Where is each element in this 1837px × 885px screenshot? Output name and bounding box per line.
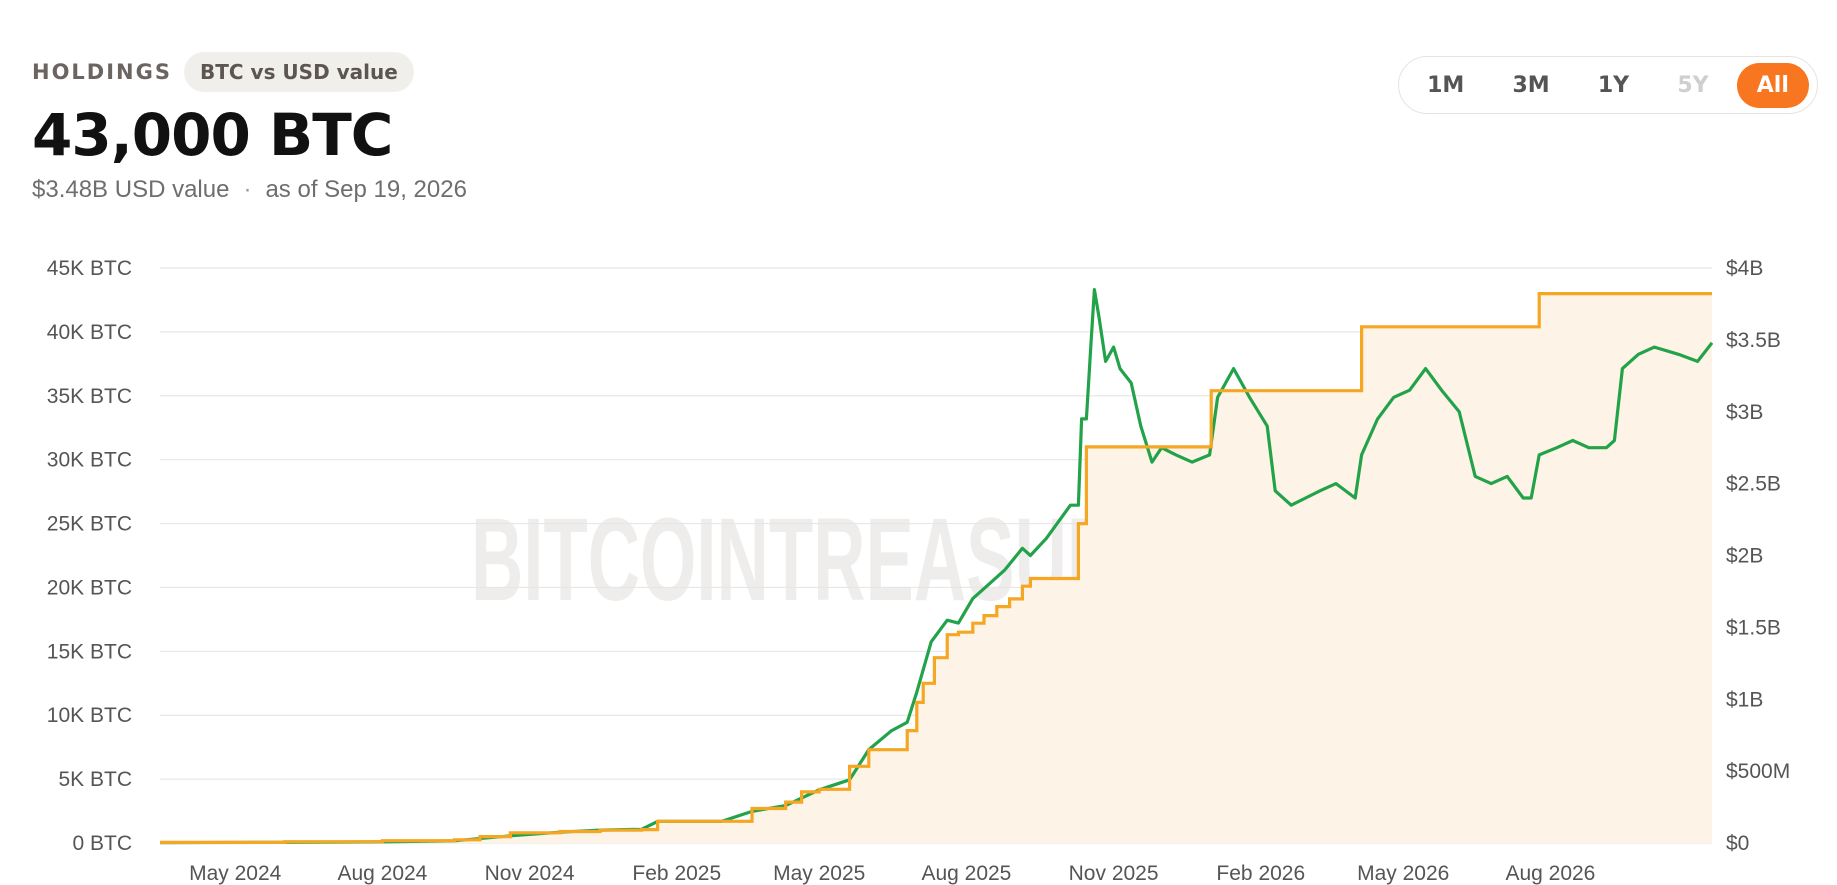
y-right-tick-label: $500M [1726, 760, 1790, 783]
y-right-tick-label: $2B [1726, 545, 1763, 568]
y-left-tick-label: 30K BTC [47, 449, 132, 472]
btc-vs-usd-toggle[interactable]: BTC vs USD value [184, 52, 414, 92]
range-1m-button[interactable]: 1M [1407, 63, 1484, 108]
x-tick-label: Aug 2024 [337, 862, 427, 885]
left-axis-btc: 0 BTC 5K BTC 10K BTC 15K BTC 20K BTC 25K BTC 3… [47, 257, 132, 855]
y-right-tick-label: $3.5B [1726, 329, 1781, 352]
y-left-tick-label: 5K BTC [58, 768, 132, 791]
x-tick-label: May 2025 [773, 862, 865, 885]
holdings-subtitle: $3.48B USD value · as of Sep 19, 2026 [32, 176, 467, 204]
y-left-tick-label: 25K BTC [47, 513, 132, 536]
range-3m-button[interactable]: 3M [1492, 63, 1569, 108]
total-btc-holdings: 43,000 BTC [32, 101, 393, 169]
time-range-selector: 1M 3M 1Y 5Y All [1398, 56, 1818, 114]
y-right-tick-label: $4B [1726, 257, 1763, 280]
y-left-tick-label: 40K BTC [47, 321, 132, 344]
x-tick-label: Feb 2026 [1216, 862, 1305, 885]
holdings-header: HOLDINGS BTC vs USD value 43,000 BTC $3.… [32, 52, 467, 204]
holdings-label: HOLDINGS [32, 60, 172, 84]
y-right-tick-label: $0 [1726, 832, 1749, 855]
y-right-tick-label: $1B [1726, 688, 1763, 711]
x-axis-dates: May 2024 Aug 2024 Nov 2024 Feb 2025 May 2025… [189, 862, 1595, 885]
x-tick-label: Feb 2025 [632, 862, 721, 885]
y-right-tick-label: $1.5B [1726, 616, 1781, 639]
y-left-tick-label: 0 BTC [72, 832, 132, 855]
holdings-label-row: HOLDINGS BTC vs USD value [32, 52, 467, 92]
holdings-area-fill [160, 293, 1712, 844]
x-tick-label: May 2024 [189, 862, 282, 885]
y-left-tick-label: 20K BTC [47, 576, 132, 599]
y-left-tick-label: 35K BTC [47, 385, 132, 408]
y-left-tick-label: 10K BTC [47, 704, 132, 727]
y-right-tick-label: $2.5B [1726, 473, 1781, 496]
range-all-button[interactable]: All [1736, 62, 1809, 108]
as-of-date: as of Sep 19, 2026 [265, 176, 467, 203]
y-left-tick-label: 45K BTC [47, 257, 132, 280]
x-tick-label: Aug 2025 [921, 862, 1011, 885]
holdings-area [160, 293, 1712, 844]
holdings-series [160, 292, 1712, 844]
x-tick-label: Aug 2026 [1505, 862, 1595, 885]
holdings-step-line [160, 292, 1712, 844]
separator-dot: · [243, 176, 252, 203]
range-1y-button[interactable]: 1Y [1578, 63, 1649, 108]
x-tick-label: Nov 2024 [485, 862, 575, 885]
x-tick-label: May 2026 [1357, 862, 1449, 885]
y-right-tick-label: $3B [1726, 401, 1763, 424]
y-left-tick-label: 15K BTC [47, 640, 132, 663]
usd-value-text: $3.48B USD value [32, 176, 230, 203]
x-tick-label: Nov 2025 [1069, 862, 1159, 885]
right-axis-usd: $0 $500M $1B $1.5B $2B $2.5B $3B $3.5B $4B [1726, 257, 1790, 855]
range-5y-button: 5Y [1657, 63, 1728, 108]
